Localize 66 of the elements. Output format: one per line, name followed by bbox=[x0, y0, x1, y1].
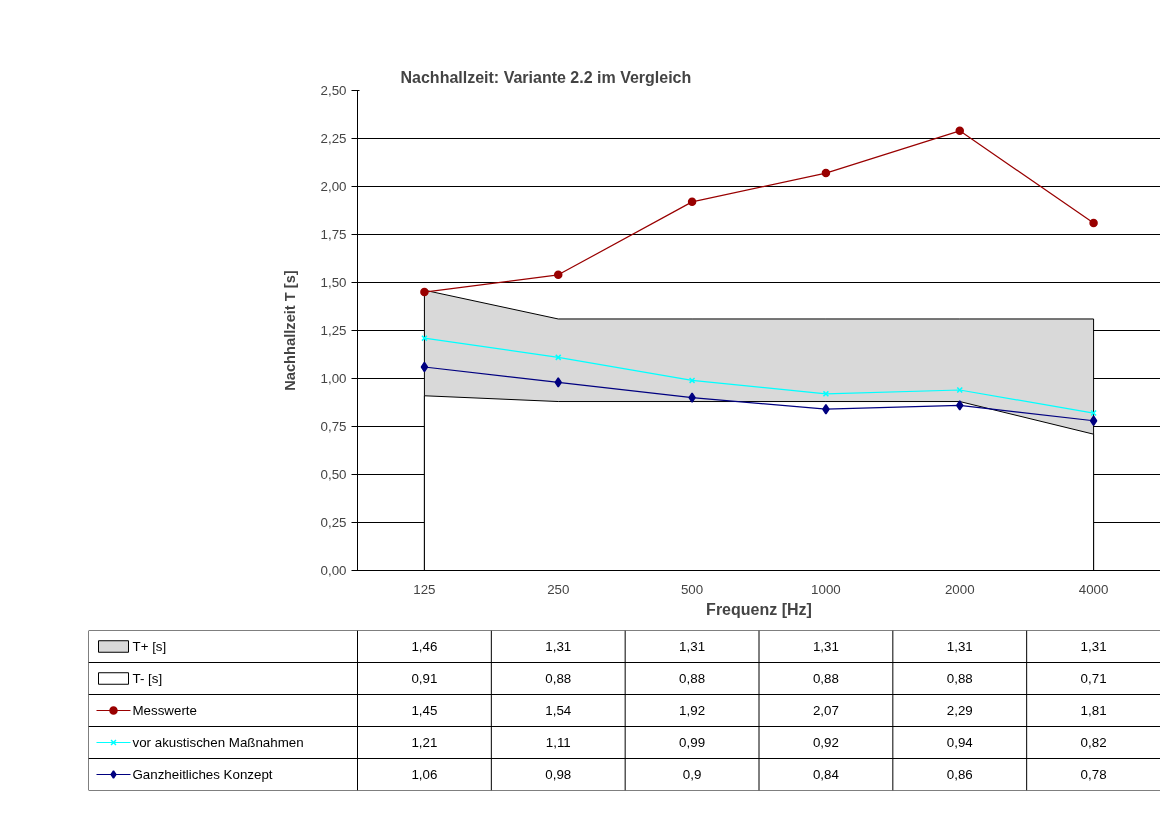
point bbox=[420, 361, 429, 373]
data-label: 1,45 bbox=[411, 703, 438, 718]
y-tick-label: 1,25 bbox=[320, 323, 347, 338]
y-tick-label: 0,25 bbox=[320, 515, 347, 530]
data-label: 1,31 bbox=[679, 639, 706, 654]
y-tick-label: 2,50 bbox=[320, 83, 347, 98]
data-label: 1,11 bbox=[545, 735, 571, 750]
x-tick-label: 1000 bbox=[811, 581, 841, 597]
data-label: 0,99 bbox=[679, 735, 706, 750]
y-tick-label: 1,00 bbox=[320, 371, 347, 386]
point bbox=[554, 377, 562, 388]
data-label: 0,82 bbox=[1080, 735, 1107, 750]
data-label: 1,46 bbox=[411, 639, 438, 654]
data-label: 0,98 bbox=[545, 767, 572, 782]
data-label: 1,31 bbox=[545, 639, 572, 654]
data-label: 1,06 bbox=[411, 767, 438, 782]
legend-label: vor akustischen Maßnahmen bbox=[132, 735, 304, 750]
y-tick-label: 2,00 bbox=[320, 179, 347, 194]
data-label: 1,31 bbox=[946, 639, 973, 654]
x-tick-label: 250 bbox=[547, 581, 570, 597]
y-axis-title: Nachhallzeit T [s] bbox=[281, 270, 298, 391]
data-label: 0,88 bbox=[545, 671, 572, 686]
data-label: 0,88 bbox=[946, 671, 973, 686]
legend-label: T+ [s] bbox=[132, 639, 167, 654]
point bbox=[821, 168, 831, 178]
data-label: 1,21 bbox=[411, 735, 438, 750]
y-tick-label: 0,00 bbox=[320, 563, 347, 578]
x-tick-label: 125 bbox=[413, 581, 436, 597]
y-tick-label: 0,50 bbox=[320, 467, 347, 482]
data-label: 0,9 bbox=[682, 767, 702, 782]
point bbox=[687, 197, 697, 207]
data-label: 0,86 bbox=[946, 767, 973, 782]
data-label: 2,07 bbox=[812, 703, 839, 718]
y-tick-label: 2,25 bbox=[320, 131, 347, 146]
chart-title: Nachhallzeit: Variante 2.2 im Vergleich bbox=[400, 68, 692, 86]
data-label: 0,78 bbox=[1080, 767, 1107, 782]
point bbox=[956, 400, 964, 411]
y-tick-label: 1,75 bbox=[320, 227, 347, 242]
data-label: 1,81 bbox=[1080, 703, 1107, 718]
y-tick-label: 0,75 bbox=[320, 419, 347, 434]
data-label: 1,31 bbox=[1080, 639, 1107, 654]
x-axis-title: Frequenz [Hz] bbox=[706, 600, 812, 618]
legend-label: Ganzheitliches Konzept bbox=[132, 767, 273, 782]
point bbox=[955, 126, 964, 136]
x-tick-label: 2000 bbox=[944, 581, 975, 597]
x-tick-label: 500 bbox=[680, 581, 704, 597]
data-label: 1,92 bbox=[679, 703, 706, 718]
x-tick-label: 4000 bbox=[1078, 581, 1109, 597]
y-tick-label: 1,50 bbox=[320, 275, 347, 290]
point bbox=[1089, 415, 1098, 426]
data-label: 1,54 bbox=[545, 703, 572, 718]
data-label: 0,71 bbox=[1080, 671, 1107, 686]
data-label: 0,91 bbox=[411, 671, 438, 686]
point bbox=[420, 287, 429, 297]
data-label: 0,92 bbox=[812, 735, 839, 750]
point bbox=[554, 270, 563, 280]
data-label: 0,88 bbox=[679, 671, 706, 686]
data-label: 0,94 bbox=[946, 735, 974, 750]
data-label: 0,84 bbox=[812, 767, 840, 782]
point bbox=[688, 392, 696, 403]
data-label: 0,88 bbox=[812, 671, 839, 686]
data-label: 2,29 bbox=[946, 703, 973, 718]
data-label: 1,31 bbox=[812, 639, 839, 654]
legend-label: T- [s] bbox=[132, 671, 163, 686]
legend-label: Messwerte bbox=[132, 703, 197, 718]
point bbox=[1089, 218, 1098, 228]
